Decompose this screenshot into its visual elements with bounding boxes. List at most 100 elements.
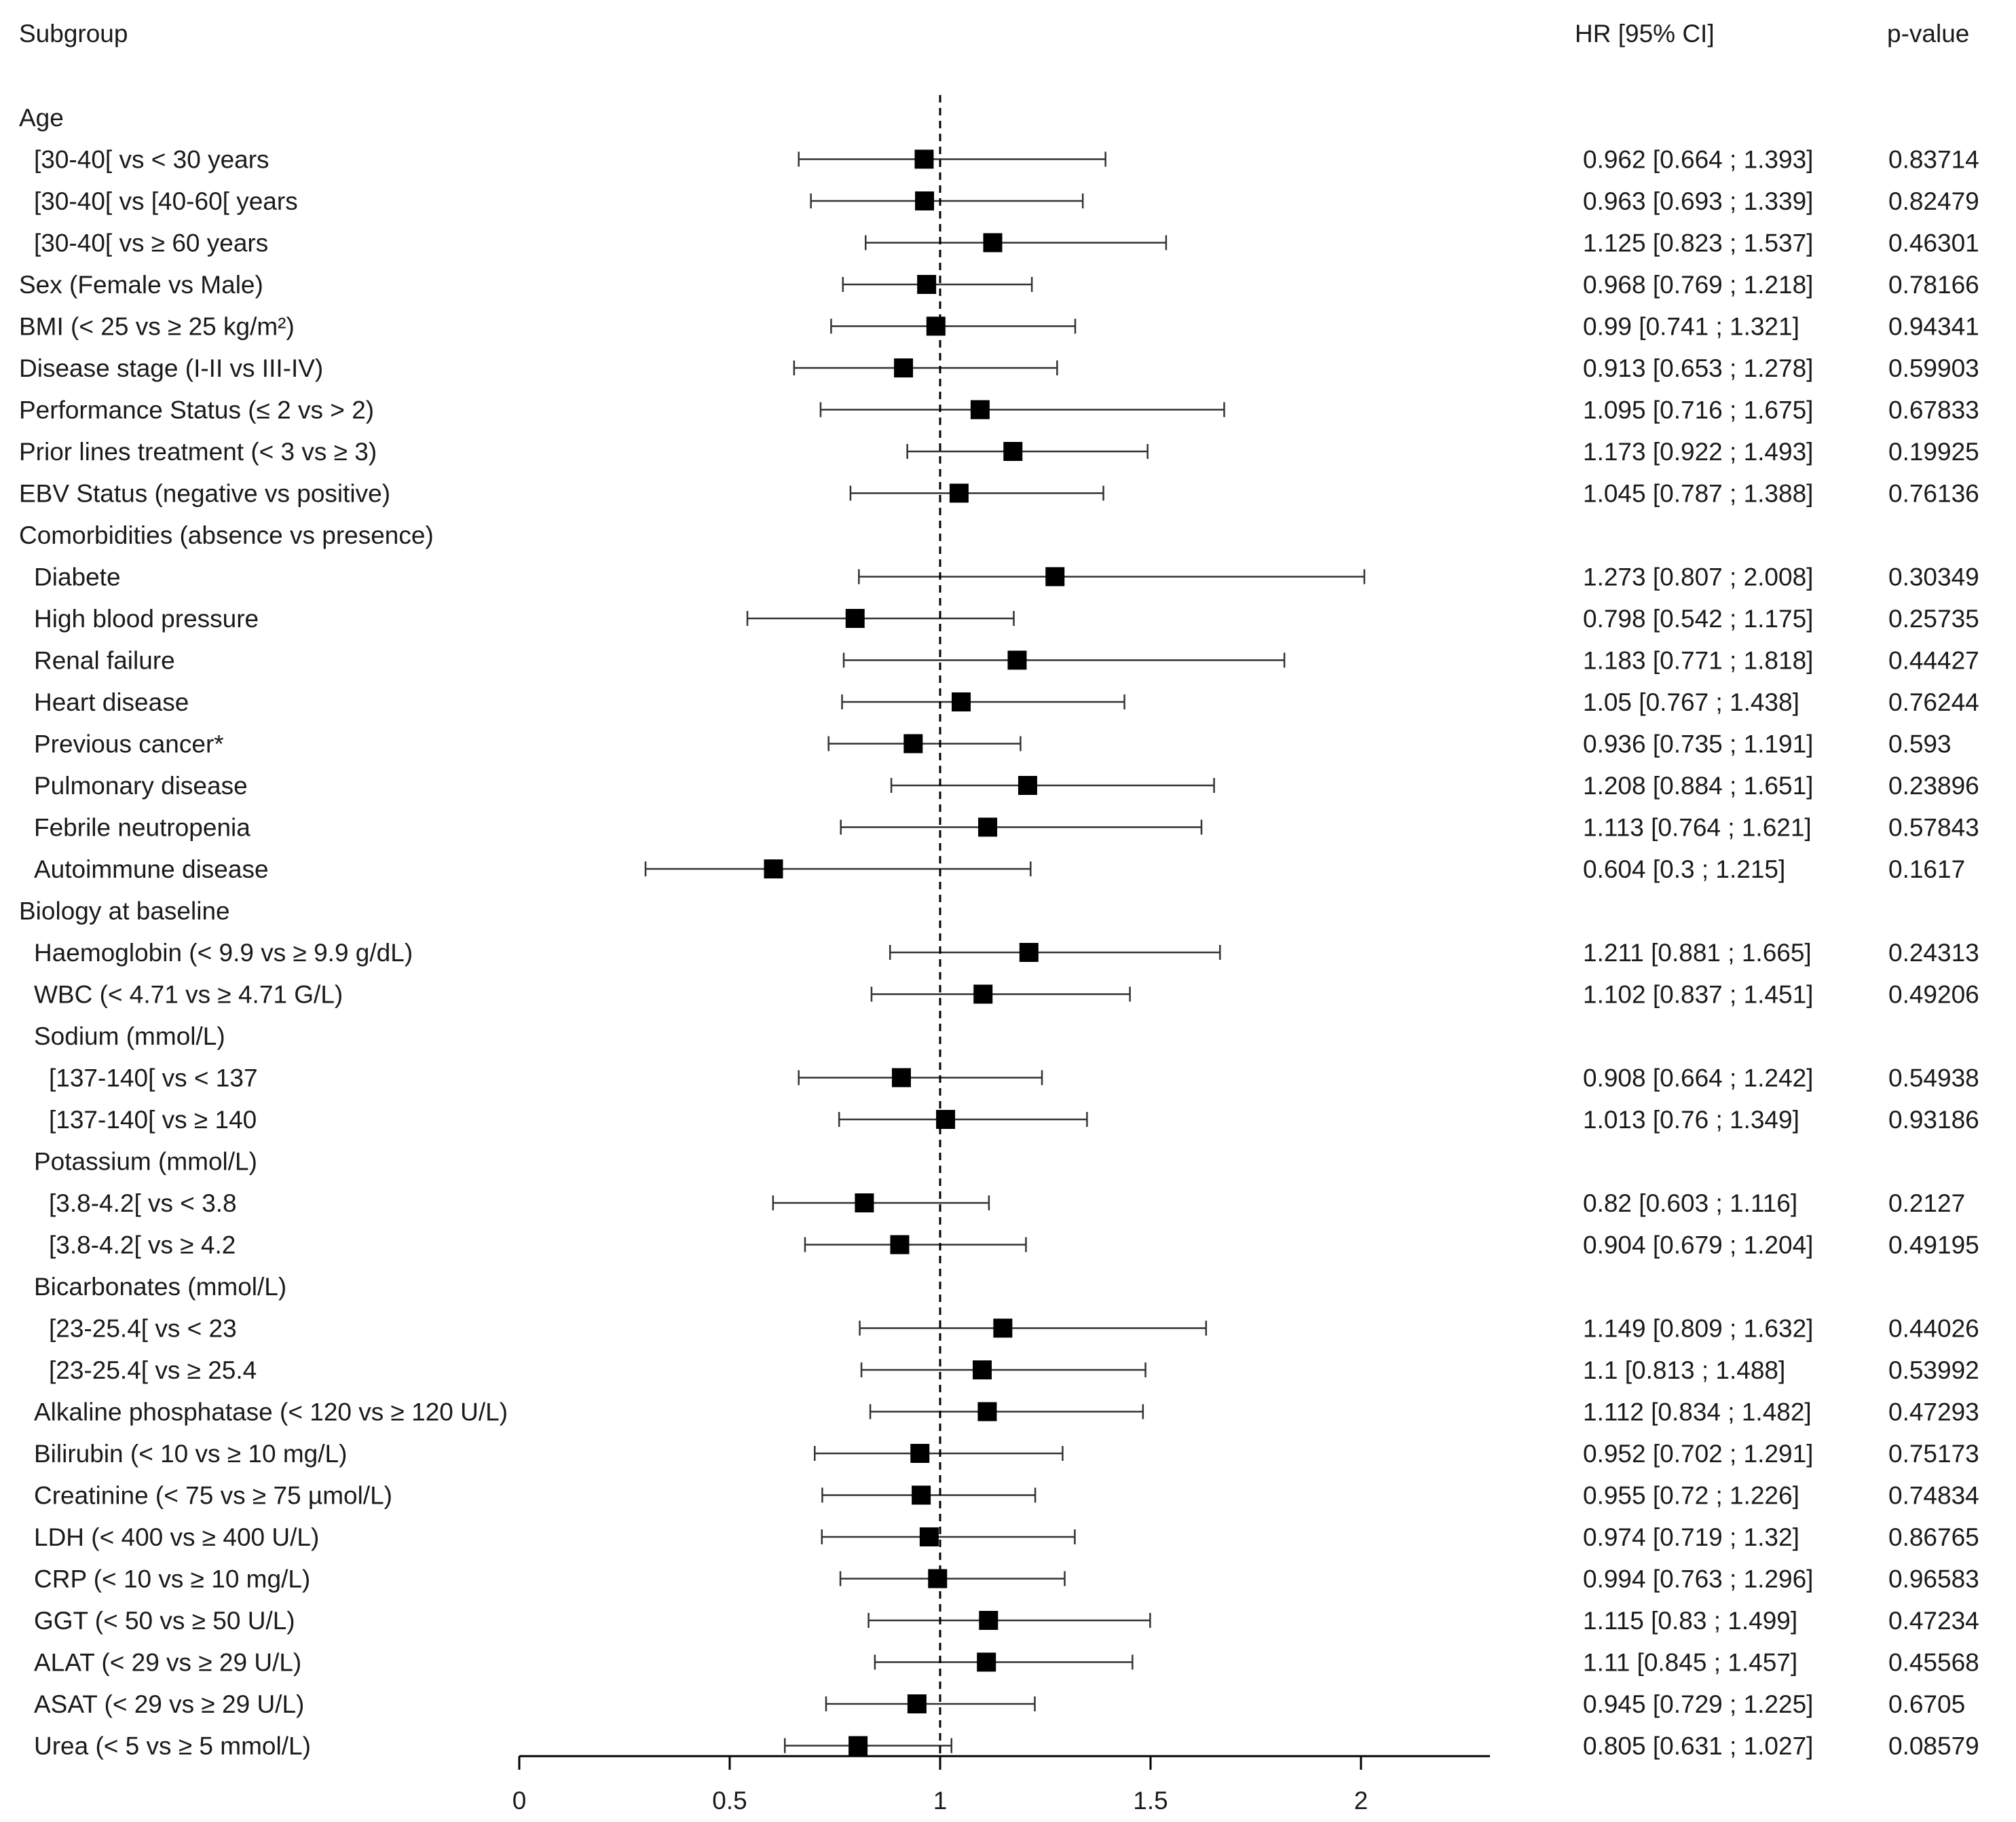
subgroup-label: Pulmonary disease bbox=[34, 772, 248, 800]
hr-point bbox=[907, 1694, 927, 1713]
subgroup-row: [30-40[ vs < 30 years 0.962 [0.664 ; 1.39… bbox=[34, 146, 1979, 174]
subgroup-label: [3.8-4.2[ vs ≥ 4.2 bbox=[49, 1231, 236, 1259]
hr-point bbox=[910, 1444, 930, 1463]
x-axis: 0 0.5 1 1.5 2 bbox=[512, 95, 1490, 1815]
hr-point bbox=[903, 734, 923, 754]
subgroup-label: Prior lines treatment (< 3 vs ≥ 3) bbox=[19, 438, 377, 466]
p-value-header: p-value bbox=[1887, 20, 1969, 48]
hr-ci-value: 0.99 [0.741 ; 1.321] bbox=[1583, 313, 1799, 341]
subgroup-row: ALAT (< 29 vs ≥ 29 U/L) 1.11 [0.845 ; 1.4… bbox=[34, 1649, 1979, 1677]
p-value: 0.47293 bbox=[1888, 1398, 1979, 1426]
hr-point bbox=[919, 1527, 939, 1546]
hr-ci-header: HR [95% CI] bbox=[1575, 20, 1715, 48]
subgroup-label: Diabete bbox=[34, 563, 121, 591]
hr-ci-value: 0.955 [0.72 ; 1.226] bbox=[1583, 1482, 1799, 1510]
subgroup-row: Pulmonary disease 1.208 [0.884 ; 1.651] 0.… bbox=[34, 772, 1979, 800]
p-value: 0.45568 bbox=[1888, 1649, 1979, 1677]
hr-ci-value: 1.211 [0.881 ; 1.665] bbox=[1583, 939, 1812, 967]
subgroup-row: LDH (< 400 vs ≥ 400 U/L) 0.974 [0.719 ; 1… bbox=[34, 1523, 1979, 1551]
subgroup-row: Bicarbonates (mmol/L) bbox=[34, 1273, 286, 1301]
p-value: 0.76136 bbox=[1888, 480, 1979, 508]
p-value: 0.75173 bbox=[1888, 1440, 1979, 1468]
subgroup-row: [30-40[ vs ≥ 60 years 1.125 [0.823 ; 1.53… bbox=[34, 229, 1979, 257]
subgroup-label: Renal failure bbox=[34, 647, 175, 675]
subgroup-header: Subgroup bbox=[19, 20, 128, 48]
p-value: 0.2127 bbox=[1888, 1189, 1965, 1217]
p-value: 0.86765 bbox=[1888, 1523, 1979, 1551]
subgroup-row: CRP (< 10 vs ≥ 10 mg/L) 0.994 [0.763 ; 1.… bbox=[34, 1565, 1979, 1593]
hr-point bbox=[764, 859, 783, 878]
subgroup-row: Bilirubin (< 10 vs ≥ 10 mg/L) 0.952 [0.70… bbox=[34, 1440, 1979, 1468]
hr-ci-value: 1.05 [0.767 ; 1.438] bbox=[1583, 688, 1799, 716]
p-value: 0.78166 bbox=[1888, 271, 1979, 299]
hr-point bbox=[1003, 442, 1023, 461]
subgroup-label: Biology at baseline bbox=[19, 897, 230, 925]
p-value: 0.57843 bbox=[1888, 814, 1979, 842]
subgroup-row: GGT (< 50 vs ≥ 50 U/L) 1.115 [0.83 ; 1.49… bbox=[34, 1607, 1979, 1635]
p-value: 0.49206 bbox=[1888, 981, 1979, 1009]
p-value: 0.94341 bbox=[1888, 313, 1979, 341]
subgroup-row: Renal failure 1.183 [0.771 ; 1.818] 0.4442… bbox=[34, 647, 1979, 675]
subgroup-row: Creatinine (< 75 vs ≥ 75 µmol/L) 0.955 [0… bbox=[34, 1482, 1979, 1510]
hr-ci-value: 0.952 [0.702 ; 1.291] bbox=[1583, 1440, 1813, 1468]
subgroup-row: [3.8-4.2[ vs ≥ 4.2 0.904 [0.679 ; 1.204] 0… bbox=[49, 1231, 1979, 1259]
subgroup-row: EBV Status (negative vs positive) 1.045 [… bbox=[19, 480, 1979, 508]
subgroup-row: Biology at baseline bbox=[19, 897, 230, 925]
hr-point bbox=[1045, 567, 1065, 587]
subgroup-label: [23-25.4[ vs < 23 bbox=[49, 1315, 237, 1343]
subgroup-label: Comorbidities (absence vs presence) bbox=[19, 521, 434, 549]
hr-ci-value: 1.1 [0.813 ; 1.488] bbox=[1583, 1356, 1785, 1384]
subgroup-row: High blood pressure 0.798 [0.542 ; 1.175]… bbox=[34, 605, 1979, 633]
hr-ci-value: 0.936 [0.735 ; 1.191] bbox=[1583, 730, 1813, 758]
p-value: 0.44026 bbox=[1888, 1315, 1979, 1343]
hr-ci-value: 0.994 [0.763 ; 1.296] bbox=[1583, 1565, 1813, 1593]
hr-point bbox=[973, 984, 993, 1004]
hr-ci-value: 0.945 [0.729 ; 1.225] bbox=[1583, 1690, 1813, 1718]
hr-ci-value: 0.604 [0.3 ; 1.215] bbox=[1583, 855, 1785, 883]
x-tick-label: 1.5 bbox=[1133, 1787, 1168, 1815]
subgroup-row: Autoimmune disease 0.604 [0.3 ; 1.215] 0.1… bbox=[34, 855, 1965, 883]
subgroup-row: [3.8-4.2[ vs < 3.8 0.82 [0.603 ; 1.116] 0.… bbox=[49, 1189, 1965, 1217]
hr-ci-value: 0.908 [0.664 ; 1.242] bbox=[1583, 1064, 1813, 1092]
hr-ci-value: 0.798 [0.542 ; 1.175] bbox=[1583, 605, 1813, 633]
subgroup-row: [137-140[ vs ≥ 140 1.013 [0.76 ; 1.349] 0.… bbox=[49, 1106, 1979, 1134]
hr-ci-value: 0.913 [0.653 ; 1.278] bbox=[1583, 354, 1813, 382]
subgroup-label: Previous cancer* bbox=[34, 730, 224, 758]
hr-point bbox=[973, 1360, 992, 1379]
subgroup-label: Bilirubin (< 10 vs ≥ 10 mg/L) bbox=[34, 1440, 347, 1468]
p-value: 0.47234 bbox=[1888, 1607, 1979, 1635]
hr-ci-value: 1.112 [0.834 ; 1.482] bbox=[1583, 1398, 1812, 1426]
subgroup-row: [23-25.4[ vs ≥ 25.4 1.1 [0.813 ; 1.488] 0.… bbox=[49, 1356, 1979, 1384]
subgroup-row: Comorbidities (absence vs presence) bbox=[19, 521, 434, 549]
subgroup-row: Alkaline phosphatase (< 120 vs ≥ 120 U/L… bbox=[34, 1398, 1979, 1426]
hr-point bbox=[936, 1110, 956, 1129]
hr-ci-value: 1.095 [0.716 ; 1.675] bbox=[1583, 396, 1813, 424]
subgroup-label: Alkaline phosphatase (< 120 vs ≥ 120 U/L… bbox=[34, 1398, 508, 1426]
subgroup-label: EBV Status (negative vs positive) bbox=[19, 480, 390, 508]
hr-point bbox=[983, 233, 1003, 253]
p-value: 0.96583 bbox=[1888, 1565, 1979, 1593]
hr-point bbox=[848, 1736, 868, 1755]
p-value: 0.593 bbox=[1888, 730, 1952, 758]
subgroup-row: [137-140[ vs < 137 0.908 [0.664 ; 1.242] 0… bbox=[49, 1064, 1979, 1092]
subgroup-row: BMI (< 25 vs ≥ 25 kg/m²) 0.99 [0.741 ; 1.… bbox=[19, 313, 1979, 341]
p-value: 0.6705 bbox=[1888, 1690, 1965, 1718]
subgroup-label: Creatinine (< 75 vs ≥ 75 µmol/L) bbox=[34, 1482, 392, 1510]
hr-point bbox=[952, 692, 971, 711]
subgroup-label: LDH (< 400 vs ≥ 400 U/L) bbox=[34, 1523, 319, 1551]
hr-ci-value: 1.113 [0.764 ; 1.621] bbox=[1583, 814, 1812, 842]
hr-point bbox=[914, 149, 934, 169]
subgroup-row: Diabete 1.273 [0.807 ; 2.008] 0.30349 bbox=[34, 563, 1979, 591]
hr-ci-value: 1.013 [0.76 ; 1.349] bbox=[1583, 1106, 1799, 1134]
hr-ci-value: 1.115 [0.83 ; 1.499] bbox=[1583, 1607, 1797, 1635]
subgroup-row: WBC (< 4.71 vs ≥ 4.71 G/L) 1.102 [0.837 ;… bbox=[34, 981, 1979, 1009]
x-tick-label: 0.5 bbox=[712, 1787, 747, 1815]
subgroup-row: Sex (Female vs Male) 0.968 [0.769 ; 1.218… bbox=[19, 271, 1979, 299]
x-tick-label: 0 bbox=[512, 1787, 527, 1815]
rows-layer: Age [30-40[ vs < 30 years 0.962 [0.664 ; 1… bbox=[19, 104, 1979, 1760]
p-value: 0.24313 bbox=[1888, 939, 1979, 967]
hr-point bbox=[855, 1193, 874, 1212]
p-value: 0.83714 bbox=[1888, 146, 1979, 174]
p-value: 0.1617 bbox=[1888, 855, 1965, 883]
subgroup-label: Febrile neutropenia bbox=[34, 814, 250, 842]
